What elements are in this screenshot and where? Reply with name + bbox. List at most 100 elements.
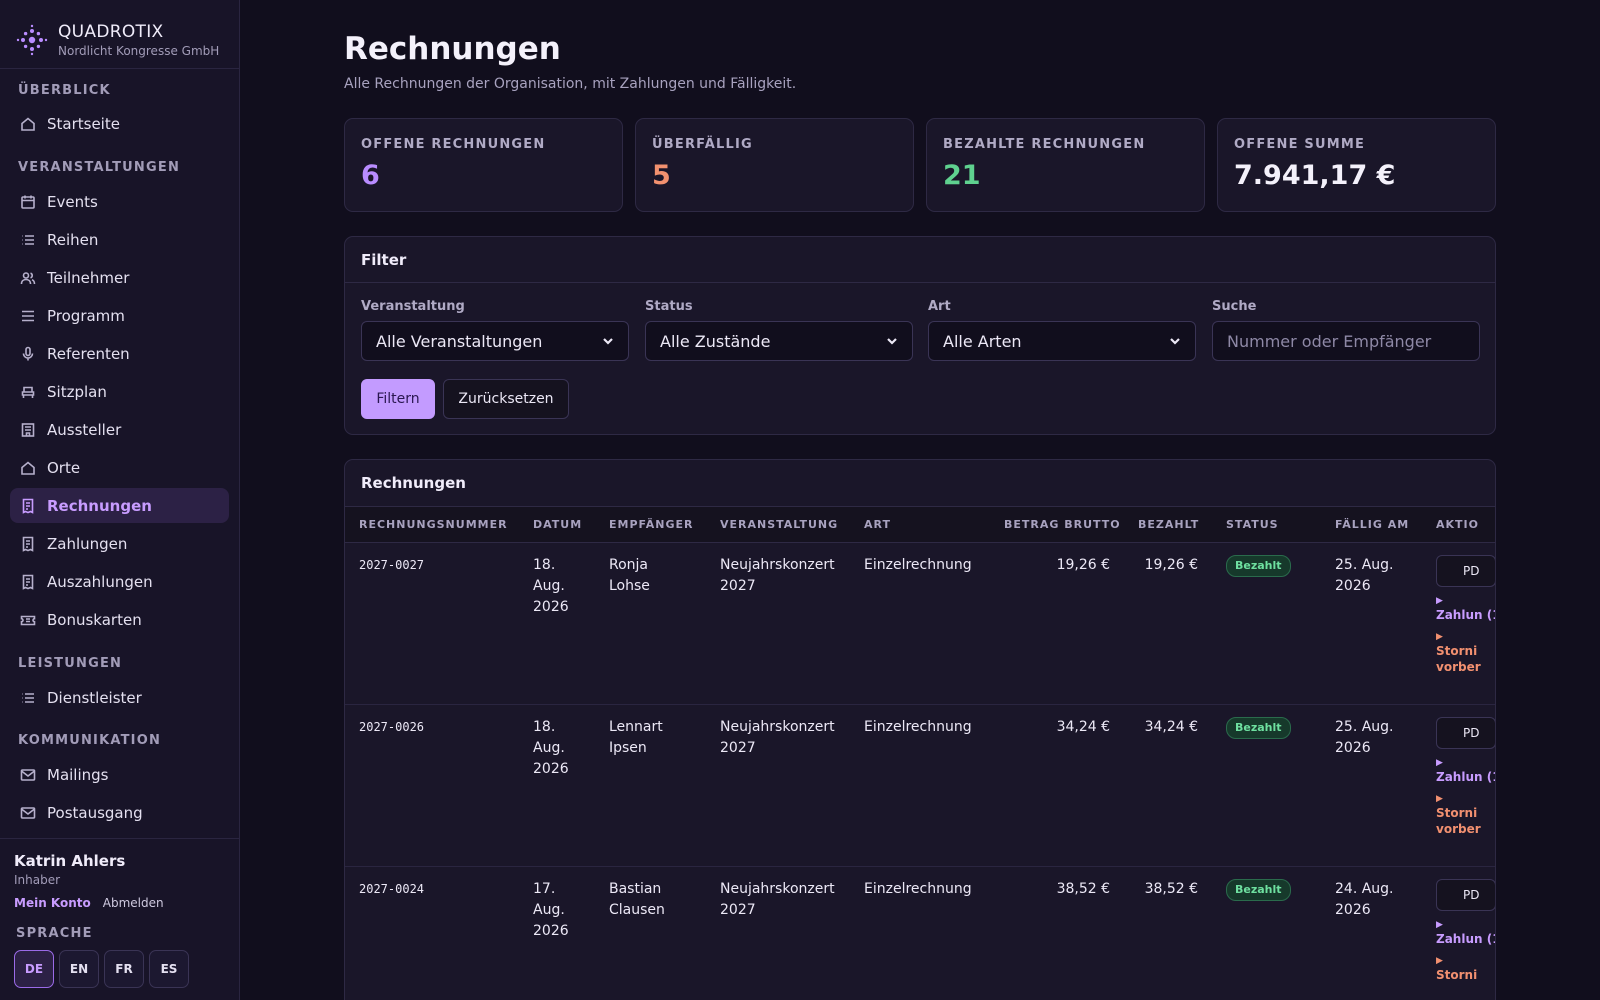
- lang-button-es[interactable]: ES: [149, 950, 189, 988]
- invoice-event: Neujahrskonzert 2027: [706, 704, 850, 867]
- sidebar-item-zahlungen[interactable]: Zahlungen: [10, 526, 229, 561]
- payments-label: Zahlun (1): [1436, 608, 1495, 622]
- user-role: Inhaber: [14, 873, 61, 887]
- search-input[interactable]: Nummer oder Empfänger: [1212, 321, 1480, 361]
- sidebar-item-events[interactable]: Events: [10, 184, 229, 219]
- invoice-actions: PD ▶ Zahlun (1) ▶ Storni: [1422, 866, 1495, 1000]
- status-select[interactable]: Alle Zustände: [645, 321, 913, 361]
- cancellation-label: Storni vorber: [1436, 806, 1481, 836]
- user-name: Katrin Ahlers: [14, 852, 126, 870]
- mail-icon: [20, 806, 36, 819]
- stat-card-open-sum: OFFENE SUMME 7.941,17 €: [1217, 118, 1496, 212]
- cancellation-toggle[interactable]: ▶ Storni vorber: [1436, 631, 1495, 675]
- type-select[interactable]: Alle Arten: [928, 321, 1196, 361]
- table-row: 2027-0027 18. Aug. 2026 Ronja Lohse Neuj…: [345, 542, 1495, 705]
- payments-toggle[interactable]: ▶ Zahlun (1): [1436, 919, 1495, 947]
- lang-button-en[interactable]: EN: [59, 950, 99, 988]
- sidebar-item-teilnehmer[interactable]: Teilnehmer: [10, 260, 229, 295]
- brand-org: Nordlicht Kongresse GmbH: [58, 44, 220, 58]
- invoice-number[interactable]: 2027-0027: [345, 542, 519, 705]
- status-filter-label: Status: [645, 299, 693, 314]
- stat-card-open: OFFENE RECHNUNGEN 6: [344, 118, 623, 212]
- status-badge: Bezahlt: [1226, 717, 1291, 739]
- invoice-paid: 19,26 €: [1124, 542, 1212, 705]
- home-icon: [21, 460, 35, 475]
- language-switcher: DE EN FR ES: [14, 950, 189, 988]
- invoice-type: Einzelrechnung: [850, 704, 990, 867]
- stat-card-paid: BEZAHLTE RECHNUNGEN 21: [926, 118, 1205, 212]
- stat-card-overdue: ÜBERFÄLLIG 5: [635, 118, 914, 212]
- sidebar-item-orte[interactable]: Orte: [10, 450, 229, 485]
- column-header[interactable]: VERANSTALTUNG: [706, 506, 850, 543]
- invoice-type: Einzelrechnung: [850, 542, 990, 705]
- sidebar-item-label: Dienstleister: [47, 688, 142, 707]
- language-label: SPRACHE: [16, 926, 93, 941]
- sidebar-item-sitzplan[interactable]: Sitzplan: [10, 374, 229, 409]
- invoice-actions: PD ▶ Zahlun (1) ▶ Storni vorber: [1422, 542, 1495, 705]
- brand-name: QUADROTIX: [58, 22, 164, 42]
- invoices-title: Rechnungen: [361, 474, 466, 492]
- invoice-gross: 38,52 €: [990, 866, 1124, 1000]
- column-header[interactable]: FÄLLIG AM: [1321, 506, 1422, 543]
- triangle-right-icon: ▶: [1436, 920, 1443, 930]
- column-header: AKTIO: [1422, 506, 1495, 543]
- chevron-down-icon: [887, 338, 897, 345]
- sidebar-item-auszahlungen[interactable]: Auszahlungen: [10, 564, 229, 599]
- sidebar-item-reihen[interactable]: Reihen: [10, 222, 229, 257]
- sidebar-item-startseite[interactable]: Startseite: [10, 106, 229, 141]
- reset-button[interactable]: Zurücksetzen: [443, 379, 569, 419]
- brand[interactable]: QUADROTIX Nordlicht Kongresse GmbH: [0, 0, 239, 69]
- invoice-status-cell: Bezahlt: [1212, 704, 1321, 867]
- invoices-table-wrap[interactable]: RECHNUNGSNUMMER DATUM EMPFÄNGER VERANSTA…: [345, 506, 1495, 1000]
- sidebar-item-bonuskarten[interactable]: Bonuskarten: [10, 602, 229, 637]
- list-icon: [22, 692, 34, 703]
- sidebar-item-aussteller[interactable]: Aussteller: [10, 412, 229, 447]
- page-title: Rechnungen: [344, 31, 561, 67]
- sidebar-item-dienstleister[interactable]: Dienstleister: [10, 680, 229, 715]
- my-account-link[interactable]: Mein Konto: [14, 896, 91, 910]
- column-header[interactable]: EMPFÄNGER: [595, 506, 706, 543]
- column-header[interactable]: BETRAG BRUTTO: [990, 506, 1124, 543]
- pdf-button[interactable]: PD: [1436, 879, 1495, 911]
- payments-toggle[interactable]: ▶ Zahlun (1): [1436, 595, 1495, 623]
- column-header[interactable]: RECHNUNGSNUMMER: [345, 506, 519, 543]
- chevron-down-icon: [1170, 338, 1180, 345]
- sidebar-item-referenten[interactable]: Referenten: [10, 336, 229, 371]
- invoice-due: 25. Aug. 2026: [1321, 542, 1422, 705]
- cancellation-toggle[interactable]: ▶ Storni vorber: [1436, 793, 1495, 837]
- sidebar-item-postausgang[interactable]: Postausgang: [10, 795, 229, 830]
- pdf-button[interactable]: PD: [1436, 555, 1495, 587]
- invoice-type: Einzelrechnung: [850, 866, 990, 1000]
- receipt-icon: [22, 536, 34, 552]
- stat-label: OFFENE RECHNUNGEN: [361, 137, 546, 152]
- sidebar-item-label: Rechnungen: [47, 496, 152, 515]
- column-header[interactable]: STATUS: [1212, 506, 1321, 543]
- status-select-value: Alle Zustände: [660, 331, 771, 351]
- column-header[interactable]: DATUM: [519, 506, 595, 543]
- sidebar-item-label: Sitzplan: [47, 382, 107, 401]
- chevron-down-icon: [603, 338, 613, 345]
- stat-value: 6: [361, 160, 380, 191]
- lang-button-de[interactable]: DE: [14, 950, 54, 988]
- filter-button[interactable]: Filtern: [361, 379, 435, 419]
- event-select[interactable]: Alle Veranstaltungen: [361, 321, 629, 361]
- menu-icon: [22, 310, 34, 321]
- pdf-button[interactable]: PD: [1436, 717, 1495, 749]
- invoice-event: Neujahrskonzert 2027: [706, 866, 850, 1000]
- invoice-number[interactable]: 2027-0026: [345, 704, 519, 867]
- ticket-icon: [20, 615, 36, 625]
- column-header[interactable]: ART: [850, 506, 990, 543]
- invoice-gross: 34,24 €: [990, 704, 1124, 867]
- sidebar-item-mailings[interactable]: Mailings: [10, 757, 229, 792]
- payments-toggle[interactable]: ▶ Zahlun (1): [1436, 757, 1495, 785]
- sidebar-item-programm[interactable]: Programm: [10, 298, 229, 333]
- lang-button-fr[interactable]: FR: [104, 950, 144, 988]
- logout-link[interactable]: Abmelden: [102, 896, 164, 910]
- sidebar-item-rechnungen[interactable]: Rechnungen: [10, 488, 229, 523]
- calendar-icon: [21, 195, 35, 209]
- nav-section-communication: KOMMUNIKATION: [18, 733, 162, 748]
- sidebar-item-label: Postausgang: [47, 803, 143, 822]
- column-header[interactable]: BEZAHLT: [1124, 506, 1212, 543]
- invoice-number[interactable]: 2027-0024: [345, 866, 519, 1000]
- cancellation-toggle[interactable]: ▶ Storni: [1436, 955, 1495, 983]
